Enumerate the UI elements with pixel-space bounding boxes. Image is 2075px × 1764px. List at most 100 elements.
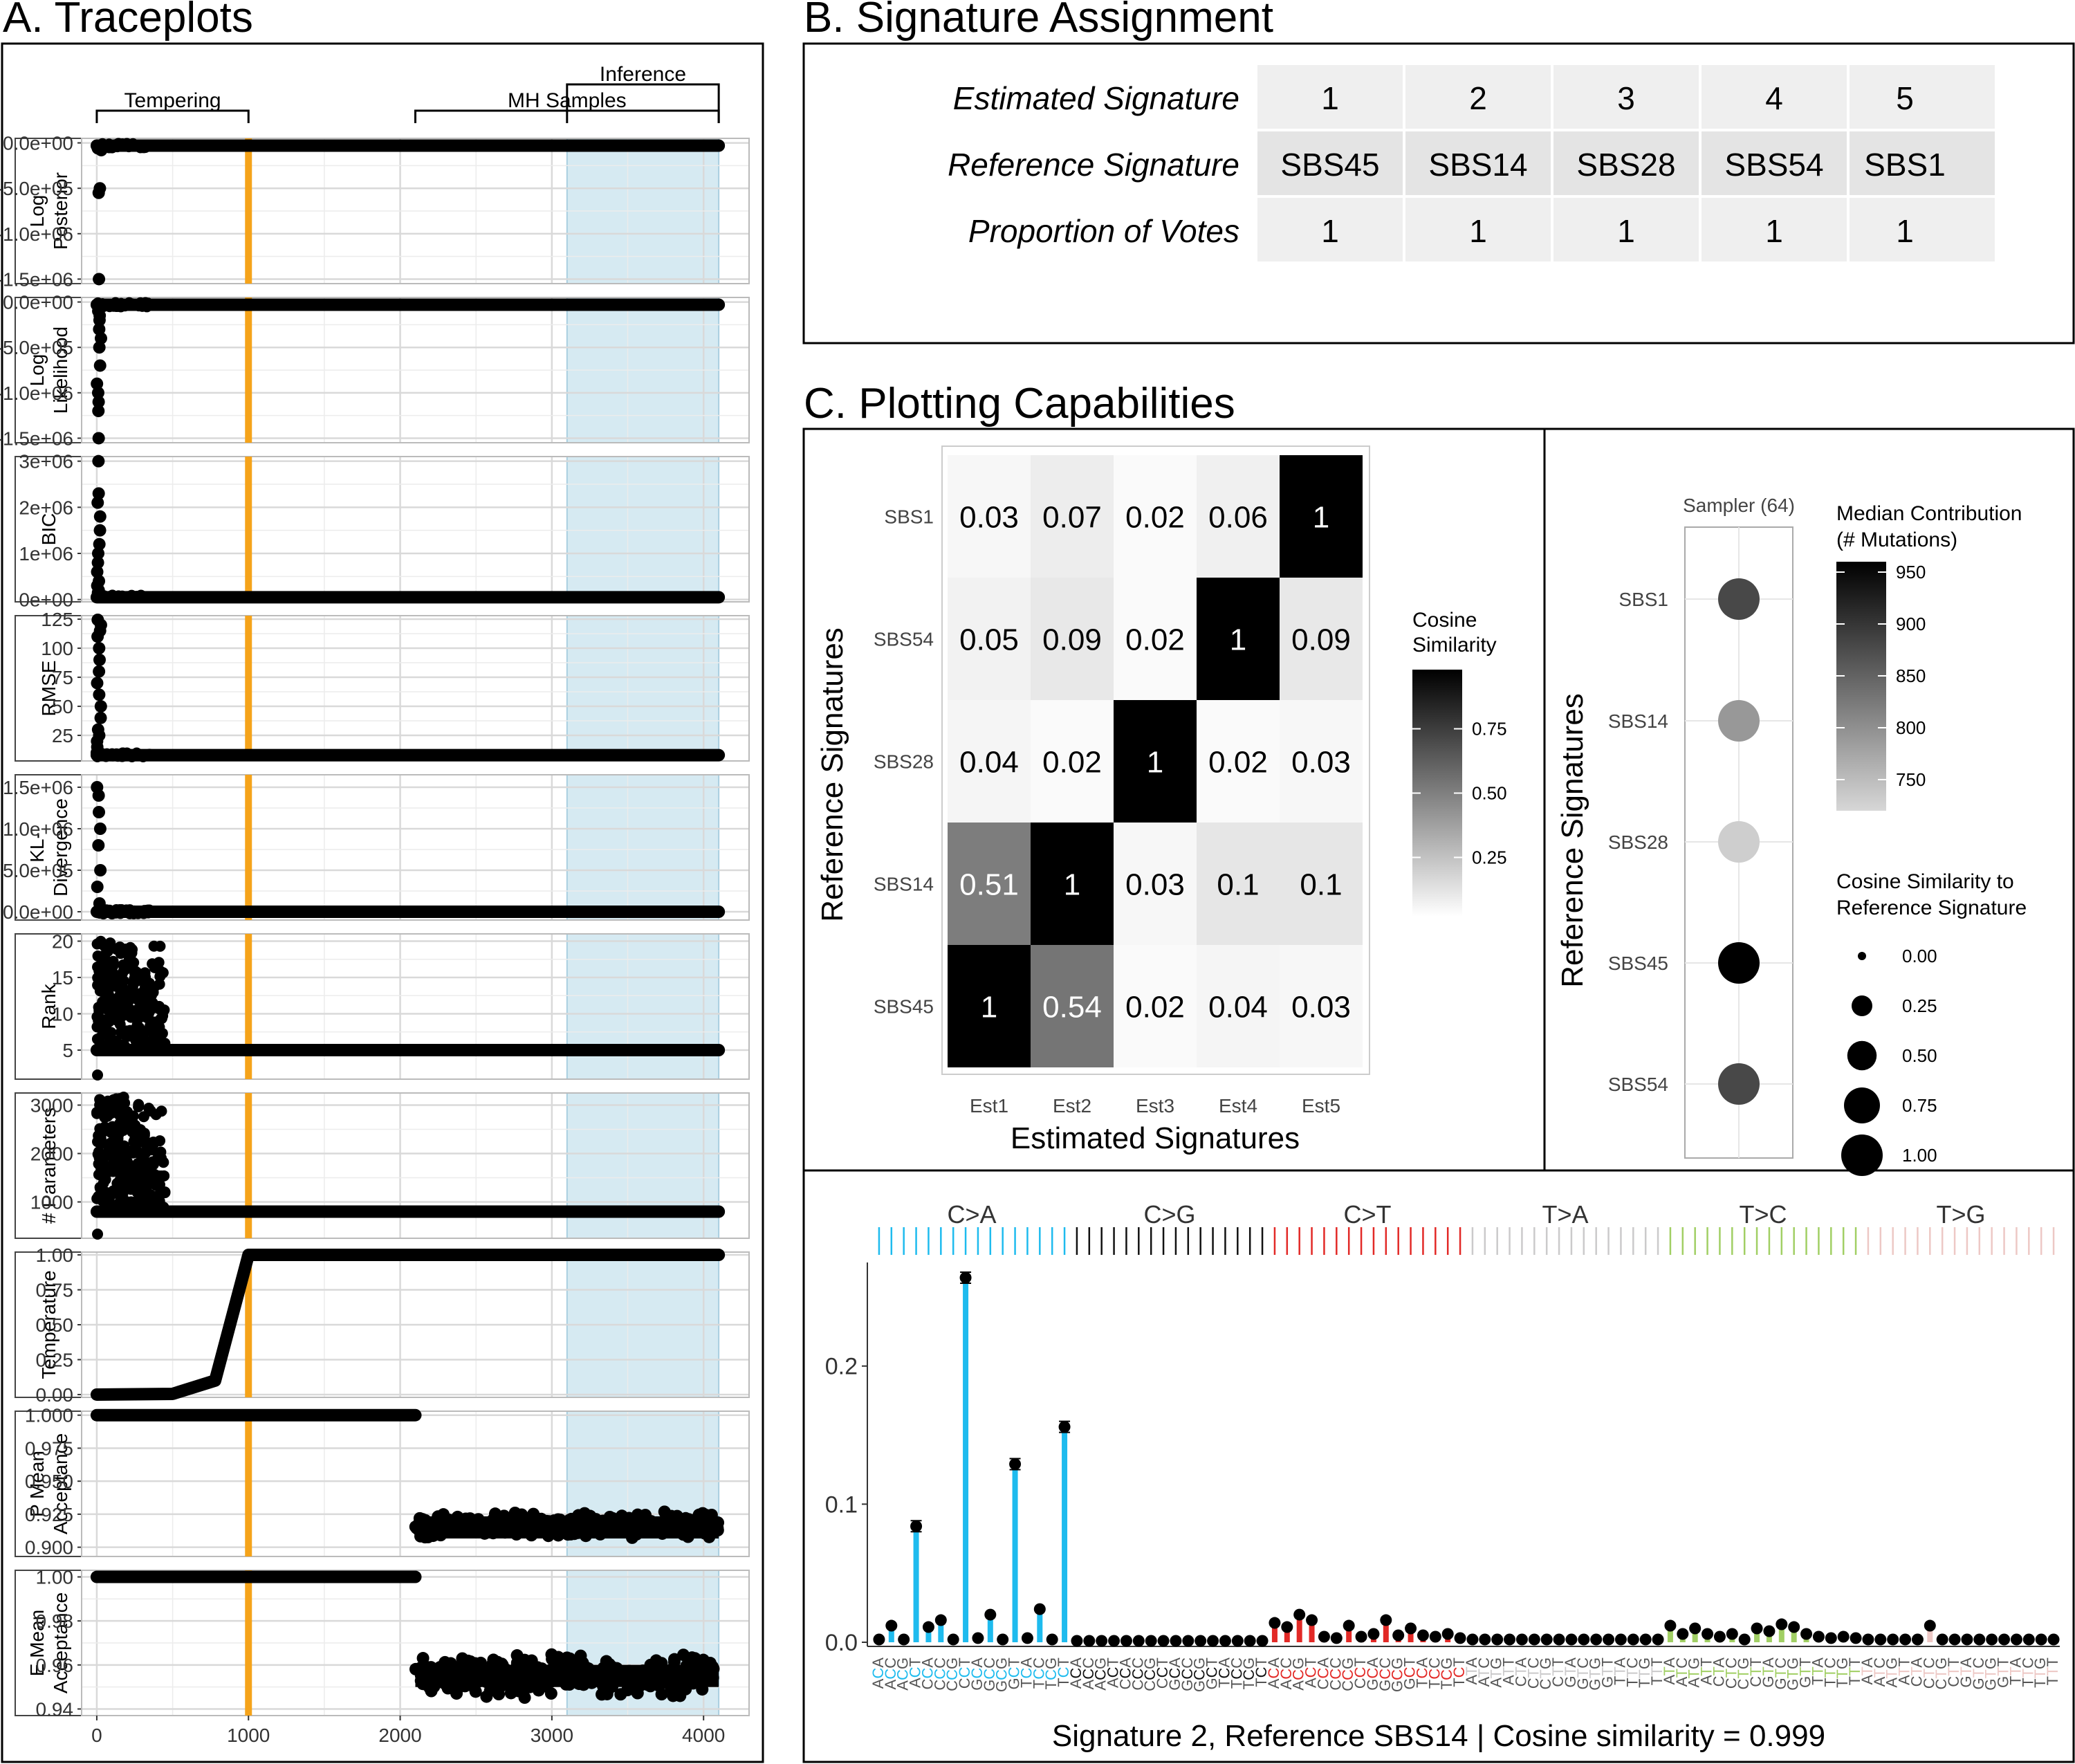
spectrum-context-94: TTG	[2031, 1657, 2049, 1688]
spectrum-point-11	[1009, 1458, 1022, 1470]
spectrum-context-40: GCA	[1364, 1657, 1381, 1691]
spectrum-context-61: TTC	[1623, 1657, 1641, 1687]
spectrum-point-15	[1058, 1421, 1071, 1433]
dotplot-size-title-0: Cosine Similarity to	[1836, 870, 2014, 893]
spectrum-context-81: ATC	[1871, 1657, 1888, 1687]
spectrum-context-36: CCA	[1314, 1657, 1331, 1690]
dotplot-size-key-0	[1858, 952, 1866, 960]
spectrum-context-53: CTC	[1524, 1657, 1542, 1689]
spectrum-point-42	[1392, 1629, 1405, 1642]
spectrum-point-59	[1603, 1633, 1615, 1646]
spike-point-3-6	[93, 665, 106, 678]
spectrum-point-45	[1429, 1630, 1441, 1643]
spectrum-point-32	[1269, 1617, 1281, 1629]
dotplot-size-label-2: 0.50	[1902, 1045, 1937, 1066]
dotplot-row-4: SBS54	[1608, 1074, 1668, 1095]
heat-cell-0-0	[948, 455, 1031, 578]
spectrum-point-4	[922, 1621, 934, 1633]
cell-text-2-2: 1	[1617, 213, 1635, 249]
inference-region-4	[566, 774, 720, 921]
spectrum-context-43: GCT	[1401, 1657, 1419, 1689]
facet-0-ytick-2: -1.0e+06	[0, 223, 73, 245]
facet-strip-1	[15, 297, 82, 443]
spectrum-context-15: TCT	[1055, 1657, 1072, 1687]
spectrum-context-82: ATG	[1883, 1657, 1901, 1688]
spectrum-point-65	[1677, 1628, 1689, 1640]
cell-0-2	[1553, 65, 1699, 129]
trace-line-7	[90, 1249, 726, 1401]
facet-points-2	[90, 454, 726, 604]
cell-text-1-3: SBS54	[1724, 147, 1823, 183]
heat-col-1: Est2	[1053, 1095, 1091, 1117]
spectrum-group-1: C>G	[1143, 1200, 1195, 1229]
heat-legend-title-1: Similarity	[1412, 634, 1497, 656]
spectrum-context-16: ACA	[1067, 1657, 1085, 1689]
heat-label-2-1: 0.02	[1042, 746, 1102, 780]
spectrum-point-82	[1887, 1633, 1899, 1646]
spectrum-ytick-0: 0.0	[825, 1630, 858, 1656]
spectrum-point-67	[1702, 1628, 1714, 1640]
heat-label-0-1: 0.07	[1042, 501, 1102, 535]
heat-xlabel: Estimated Signatures	[1011, 1121, 1300, 1155]
spectrum-context-30: TCG	[1240, 1657, 1257, 1689]
heat-legend-tick-0: 0.25	[1472, 847, 1507, 867]
spectrum-point-28	[1219, 1635, 1231, 1647]
spectrum-context-83: ATT	[1896, 1657, 1913, 1685]
facet-3-ytick-0: 25	[52, 725, 73, 746]
facet-label-0-0: Log	[26, 195, 48, 228]
spike-point-3-4	[93, 642, 106, 655]
spectrum-context-70: CTG	[1735, 1657, 1752, 1689]
bracket-2	[566, 83, 720, 123]
cell-text-2-1: 1	[1469, 213, 1487, 249]
spectrum-point-10	[997, 1633, 1009, 1646]
spectrum-point-77	[1825, 1632, 1837, 1644]
spectrum-context-66: ATG	[1686, 1657, 1703, 1688]
facet-label-7-0: Temperature	[38, 1270, 59, 1379]
spectrum-point-20	[1120, 1635, 1132, 1647]
spectrum-context-67: ATT	[1698, 1657, 1715, 1685]
facet-9-ytick-2: 0.98	[36, 1610, 74, 1632]
facet-label-8-1: Acceptance	[50, 1433, 71, 1534]
spectrum-context-2: ACG	[894, 1657, 912, 1691]
heat-col-0: Est1	[970, 1095, 1008, 1117]
facet-8-ytick-3: 0.975	[25, 1437, 73, 1459]
facet-2-ytick-2: 2e+06	[19, 497, 73, 518]
cosine-heatmap: 0.03 0.07 0.02 0.06 1 SBS1 0.05 0.09 0.02 1 0.09 SB…	[815, 445, 1507, 1155]
spectrum-context-27: GCT	[1204, 1657, 1221, 1689]
spectrum-context-26: GCG	[1191, 1657, 1208, 1692]
spectrum-context-29: TCC	[1228, 1657, 1245, 1689]
heat-cell-1-4	[1280, 578, 1363, 700]
spectrum-context-31: TCT	[1253, 1657, 1270, 1687]
spectrum-context-28: TCA	[1215, 1657, 1233, 1688]
heat-cell-2-1	[1031, 700, 1114, 823]
spike-point-2-7	[91, 556, 104, 569]
facet-points-8	[90, 1408, 725, 1544]
spectrum-point-83	[1899, 1633, 1912, 1646]
spectrum-context-72: GTA	[1760, 1657, 1777, 1688]
spectrum-point-8	[972, 1632, 984, 1644]
spectrum-context-68: CTA	[1710, 1657, 1727, 1687]
heat-label-3-0: 0.51	[959, 868, 1019, 902]
spectrum-point-41	[1380, 1614, 1392, 1626]
bracket-label-0: Tempering	[124, 89, 221, 112]
spectrum-point-86	[1936, 1633, 1948, 1646]
spectrum-point-49	[1479, 1633, 1491, 1646]
spectrum-point-22	[1145, 1635, 1157, 1647]
inference-region-3	[566, 615, 720, 762]
spectrum-context-71: CTT	[1747, 1657, 1764, 1687]
spectrum-context-84: CTA	[1908, 1657, 1925, 1687]
heat-label-4-2: 0.02	[1125, 991, 1185, 1025]
facet-2-ytick-0: 0e+00	[19, 589, 73, 611]
cell-text-0-0: 1	[1321, 80, 1339, 116]
facet-label-9-0: E Mean	[26, 1610, 48, 1677]
facet-2: BIC 0e+00 1e+06 2e+06 3e+06	[15, 451, 750, 611]
facet-1-ytick-1: -5.0e+05	[0, 337, 73, 358]
spectrum-point-71	[1751, 1622, 1763, 1635]
cell-text-0-4: 5	[1896, 80, 1914, 116]
spike-point-3-3	[91, 630, 104, 643]
heat-row-2: SBS28	[874, 751, 934, 773]
spectrum-context-32: ACA	[1265, 1657, 1282, 1689]
spectrum-point-94	[2035, 1633, 2047, 1646]
spectrum-point-85	[1924, 1619, 1936, 1632]
